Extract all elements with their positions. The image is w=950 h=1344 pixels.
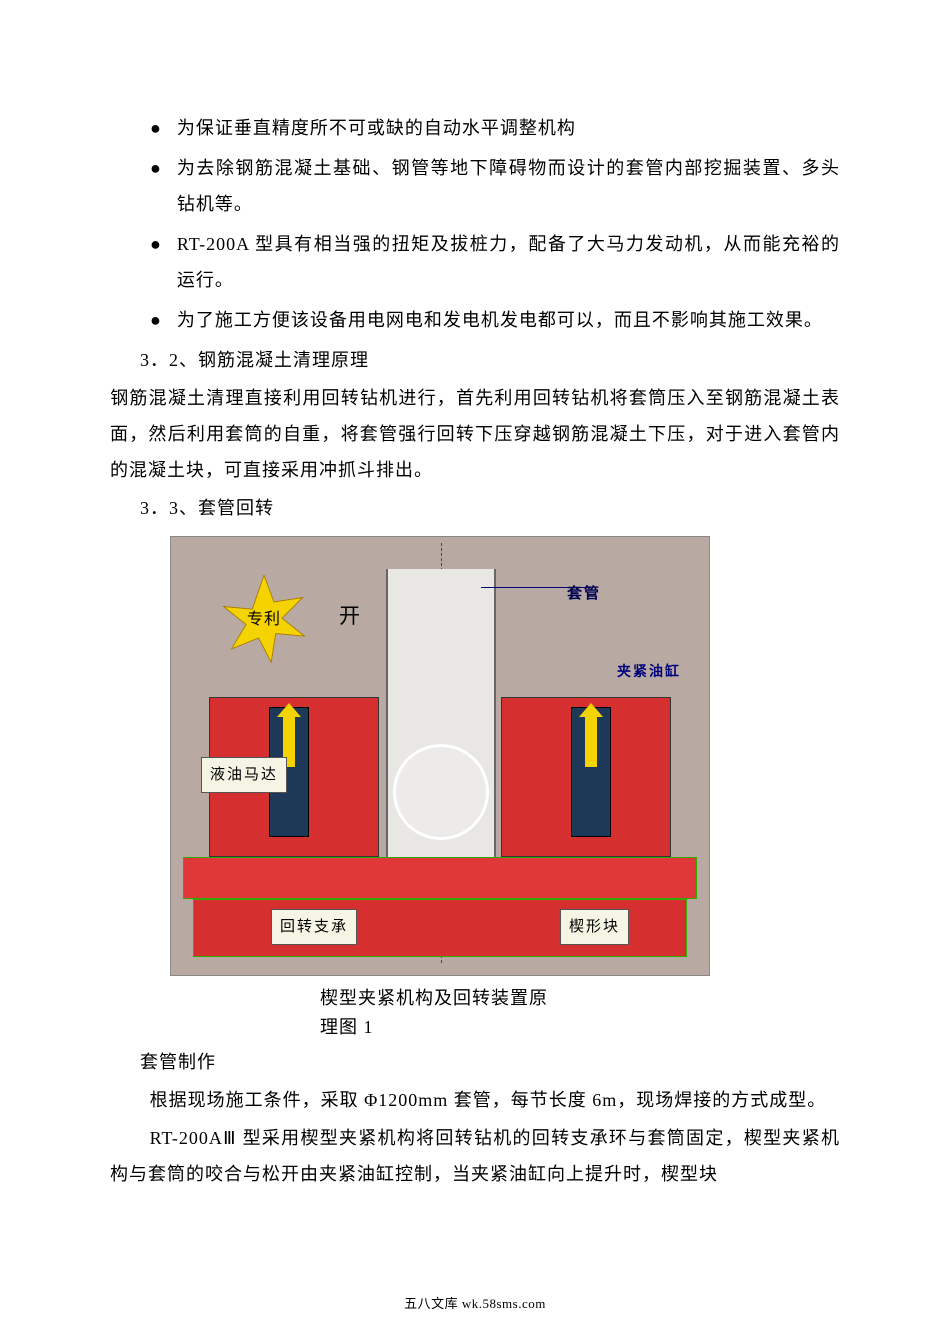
bullet-text: 为了施工方便该设备用电网电和发电机发电都可以，而且不影响其施工效果。	[177, 302, 840, 338]
bullet-icon: ●	[150, 226, 161, 298]
caption-line-1: 楔型夹紧机构及回转装置原	[320, 984, 600, 1013]
section-3-2-heading: 3．2、钢筋混凝土清理原理	[110, 342, 840, 378]
document-content: ● 为保证垂直精度所不可或缺的自动水平调整机构 ● 为去除钢筋混凝土基础、钢管等…	[110, 110, 840, 1192]
section-3-2-body: 钢筋混凝土清理直接利用回转钻机进行，首先利用回转钻机将套筒压入至钢筋混凝土表面，…	[110, 380, 840, 488]
patent-star: 专利	[219, 575, 309, 665]
wedge-block-label: 楔形块	[560, 909, 629, 945]
slewing-bearing-label: 回转支承	[271, 909, 357, 945]
bullet-item: ● 为去除钢筋混凝土基础、钢管等地下障碍物而设计的套管内部挖掘装置、多头钻机等。	[110, 150, 840, 222]
bullet-icon: ●	[150, 150, 161, 222]
bullet-text: 为去除钢筋混凝土基础、钢管等地下障碍物而设计的套管内部挖掘装置、多头钻机等。	[177, 150, 840, 222]
wedge-clamp-diagram: 专利 开 套管 夹紧油缸 液油马达 回转支承 楔形块	[170, 536, 710, 976]
footer-text: 五八文库 wk.58sms.com	[0, 1293, 950, 1312]
casing-heading: 套管制作	[110, 1044, 840, 1080]
paragraph-text: 根据现场施工条件，采取 Φ1200mm 套管，每节长度 6m，现场焊接的方式成型…	[150, 1090, 827, 1110]
bullet-text: RT-200A 型具有相当强的扭矩及拔桩力，配备了大马力发动机，从而能充裕的运行…	[177, 226, 840, 298]
caption-line-2: 理图 1	[320, 1013, 600, 1042]
clamp-cylinder-label: 夹紧油缸	[609, 657, 689, 689]
paragraph-text: RT-200AⅢ 型采用楔型夹紧机构将回转钻机的回转支承环与套筒固定，楔型夹紧机…	[110, 1128, 840, 1184]
ring-shape	[393, 744, 489, 840]
bullet-item: ● 为保证垂直精度所不可或缺的自动水平调整机构	[110, 110, 840, 146]
bullet-item: ● 为了施工方便该设备用电网电和发电机发电都可以，而且不影响其施工效果。	[110, 302, 840, 338]
section-3-3-heading: 3．3、套管回转	[110, 490, 840, 526]
paragraph-text: 钢筋混凝土清理直接利用回转钻机进行，首先利用回转钻机将套筒压入至钢筋混凝土表面，…	[110, 388, 840, 480]
casing-label: 套管	[559, 577, 609, 611]
bullet-icon: ●	[150, 110, 161, 146]
upper-base	[183, 857, 697, 899]
bullet-icon: ●	[150, 302, 161, 338]
kai-label: 开	[331, 593, 370, 639]
rt200-paragraph: RT-200AⅢ 型采用楔型夹紧机构将回转钻机的回转支承环与套筒固定，楔型夹紧机…	[110, 1120, 840, 1192]
arrow-up-icon	[585, 717, 597, 767]
hydraulic-motor-label: 液油马达	[201, 757, 287, 793]
figure-caption: 楔型夹紧机构及回转装置原 理图 1	[320, 984, 600, 1042]
patent-label: 专利	[247, 604, 281, 636]
bullet-item: ● RT-200A 型具有相当强的扭矩及拔桩力，配备了大马力发动机，从而能充裕的…	[110, 226, 840, 298]
casing-paragraph: 根据现场施工条件，采取 Φ1200mm 套管，每节长度 6m，现场焊接的方式成型…	[110, 1082, 840, 1118]
bullet-text: 为保证垂直精度所不可或缺的自动水平调整机构	[177, 110, 840, 146]
